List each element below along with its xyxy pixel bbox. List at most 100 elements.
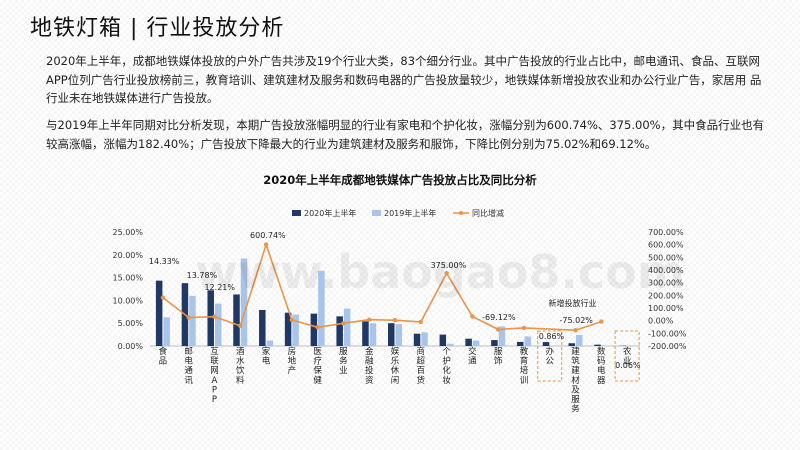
legend-swatch bbox=[292, 210, 301, 216]
x-category-label: 办公 bbox=[545, 346, 554, 367]
y-left-tick-label: 0.00% bbox=[118, 342, 144, 351]
yoy-change-point bbox=[212, 314, 217, 319]
x-category-label: 邮电通讯 bbox=[184, 346, 193, 386]
bar-2020 bbox=[516, 341, 524, 346]
y-left-tick-label: 25.00% bbox=[112, 228, 143, 237]
y-right-tick-label: -100.00% bbox=[648, 329, 687, 338]
chart-title: 2020年上半年成都地铁媒体广告投放占比及同比分析 bbox=[263, 173, 537, 187]
data-label: 600.74% bbox=[250, 231, 286, 240]
new-category-box bbox=[614, 330, 640, 382]
y-left-tick-label: 10.00% bbox=[112, 296, 143, 305]
x-category-label: 酒水饮料 bbox=[236, 347, 245, 386]
bar-2020 bbox=[310, 313, 318, 346]
bar-2020 bbox=[336, 316, 343, 346]
yoy-change-point bbox=[289, 317, 295, 323]
x-category-label: 服务业 bbox=[339, 347, 348, 376]
bar-2019 bbox=[395, 324, 402, 346]
bar-2020 bbox=[233, 294, 240, 346]
y-right-tick-label: 0.00% bbox=[648, 317, 674, 326]
x-category-label: 服饰 bbox=[494, 347, 503, 367]
bar-2020 bbox=[155, 280, 163, 346]
data-label: 0.06% bbox=[615, 361, 641, 370]
x-category-label: 农业 bbox=[623, 346, 632, 367]
yoy-change-point bbox=[470, 314, 475, 319]
x-category-label: 家电 bbox=[262, 346, 271, 367]
y-right-tick-label: 300.00% bbox=[648, 279, 684, 288]
bar-2020 bbox=[594, 344, 601, 346]
legend-label: 2020年上半年 bbox=[304, 208, 356, 218]
watermark-text: www.baogao8.com bbox=[195, 245, 684, 299]
legend-label: 同比增减 bbox=[472, 208, 504, 218]
bar-2019 bbox=[576, 335, 583, 346]
yoy-change-point bbox=[392, 317, 398, 323]
yoy-change-point bbox=[238, 323, 243, 329]
bar-2019 bbox=[421, 332, 428, 346]
data-label: -75.02% bbox=[560, 316, 594, 325]
yoy-change-point bbox=[315, 325, 320, 330]
summary-paragraph-1: 2020年上半年，成都地铁媒体投放的户外广告共涉及19个行业大类，83个细分行业… bbox=[46, 54, 762, 105]
bar-2020 bbox=[259, 309, 266, 346]
x-category-label: 交通 bbox=[468, 346, 477, 367]
bar-2020 bbox=[362, 321, 369, 346]
bar-2020 bbox=[388, 323, 395, 346]
x-category-label: 数码电器 bbox=[597, 346, 606, 386]
bar-2019 bbox=[472, 340, 480, 346]
yoy-change-point bbox=[367, 317, 372, 322]
bar-2019 bbox=[266, 340, 274, 346]
data-label: 0.86% bbox=[539, 332, 565, 341]
bar-2020 bbox=[542, 342, 550, 346]
bar-2019 bbox=[447, 343, 454, 346]
bar-2019 bbox=[369, 323, 377, 346]
yoy-change-point bbox=[599, 319, 604, 324]
data-label: -69.12% bbox=[482, 313, 516, 322]
y-left-tick-label: 15.00% bbox=[112, 274, 143, 283]
y-right-tick-label: 400.00% bbox=[648, 266, 684, 275]
yoy-change-point bbox=[341, 321, 346, 326]
yoy-change-point bbox=[418, 319, 423, 325]
bar-2019 bbox=[343, 308, 351, 346]
y-left-tick-label: 5.00% bbox=[118, 319, 144, 328]
page-title: 地铁灯箱 | 行业投放分析 bbox=[30, 16, 285, 41]
y-right-tick-label: 500.00% bbox=[648, 253, 684, 262]
x-category-label: 互联网 A P P bbox=[210, 347, 219, 405]
bar-2019 bbox=[318, 270, 325, 346]
yoy-change-point bbox=[186, 315, 191, 320]
x-category-label: 娱乐休闲 bbox=[391, 347, 400, 386]
industry-ad-chart: 2020年上半年成都地铁媒体广告投放占比及同比分析 2020年上半年 2019年上… bbox=[0, 168, 800, 450]
x-category-label: 商超百货 bbox=[417, 346, 426, 386]
y-right-tick-label: -200.00% bbox=[648, 342, 687, 351]
bar-2020 bbox=[568, 343, 576, 346]
bar-2019 bbox=[292, 314, 299, 346]
bar-2019 bbox=[524, 336, 531, 346]
y-left-tick-label: 20.00% bbox=[112, 251, 143, 260]
bar-2020 bbox=[284, 312, 292, 346]
yoy-change-point bbox=[160, 295, 166, 300]
data-label: 13.78% bbox=[187, 271, 218, 280]
y-right-tick-label: 100.00% bbox=[648, 304, 684, 313]
yoy-change-point bbox=[263, 242, 269, 247]
x-category-label: 医疗保健 bbox=[313, 347, 322, 386]
data-label: 12.21% bbox=[204, 283, 235, 292]
new-category-box bbox=[537, 330, 563, 382]
x-category-label: 金融投资 bbox=[365, 346, 374, 386]
x-category-label: 房地产 bbox=[288, 346, 297, 376]
x-category-label: 教育培训 bbox=[520, 346, 529, 386]
yoy-change-point bbox=[573, 327, 578, 333]
bar-2020 bbox=[439, 334, 447, 346]
legend-label: 2019年上半年 bbox=[384, 208, 436, 218]
bar-2019 bbox=[240, 258, 248, 346]
bar-2020 bbox=[207, 290, 214, 346]
bar-2020 bbox=[491, 340, 498, 346]
bar-2019 bbox=[214, 303, 222, 346]
y-right-tick-label: 600.00% bbox=[648, 241, 684, 250]
bar-2020 bbox=[413, 333, 421, 346]
y-right-tick-label: 200.00% bbox=[648, 291, 684, 300]
data-label: 375.00% bbox=[431, 261, 467, 270]
x-category-label: 食品 bbox=[159, 346, 168, 367]
data-label: 14.33% bbox=[149, 257, 180, 266]
yoy-change-point bbox=[444, 270, 449, 276]
legend-line-dot bbox=[459, 211, 463, 215]
legend-swatch bbox=[372, 210, 381, 216]
bar-2019 bbox=[189, 295, 196, 346]
x-category-label: 建筑建材及服务 bbox=[571, 346, 580, 415]
